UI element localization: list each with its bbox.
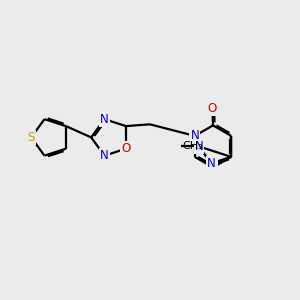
Text: N: N [208, 161, 217, 174]
Text: N: N [100, 149, 109, 162]
Text: N: N [194, 140, 203, 153]
Text: N: N [100, 112, 109, 126]
Text: O: O [121, 142, 130, 155]
Text: S: S [28, 131, 35, 144]
Text: N: N [207, 157, 216, 170]
Text: N: N [190, 129, 199, 142]
Text: CH₃: CH₃ [182, 141, 203, 152]
Text: O: O [208, 102, 217, 115]
